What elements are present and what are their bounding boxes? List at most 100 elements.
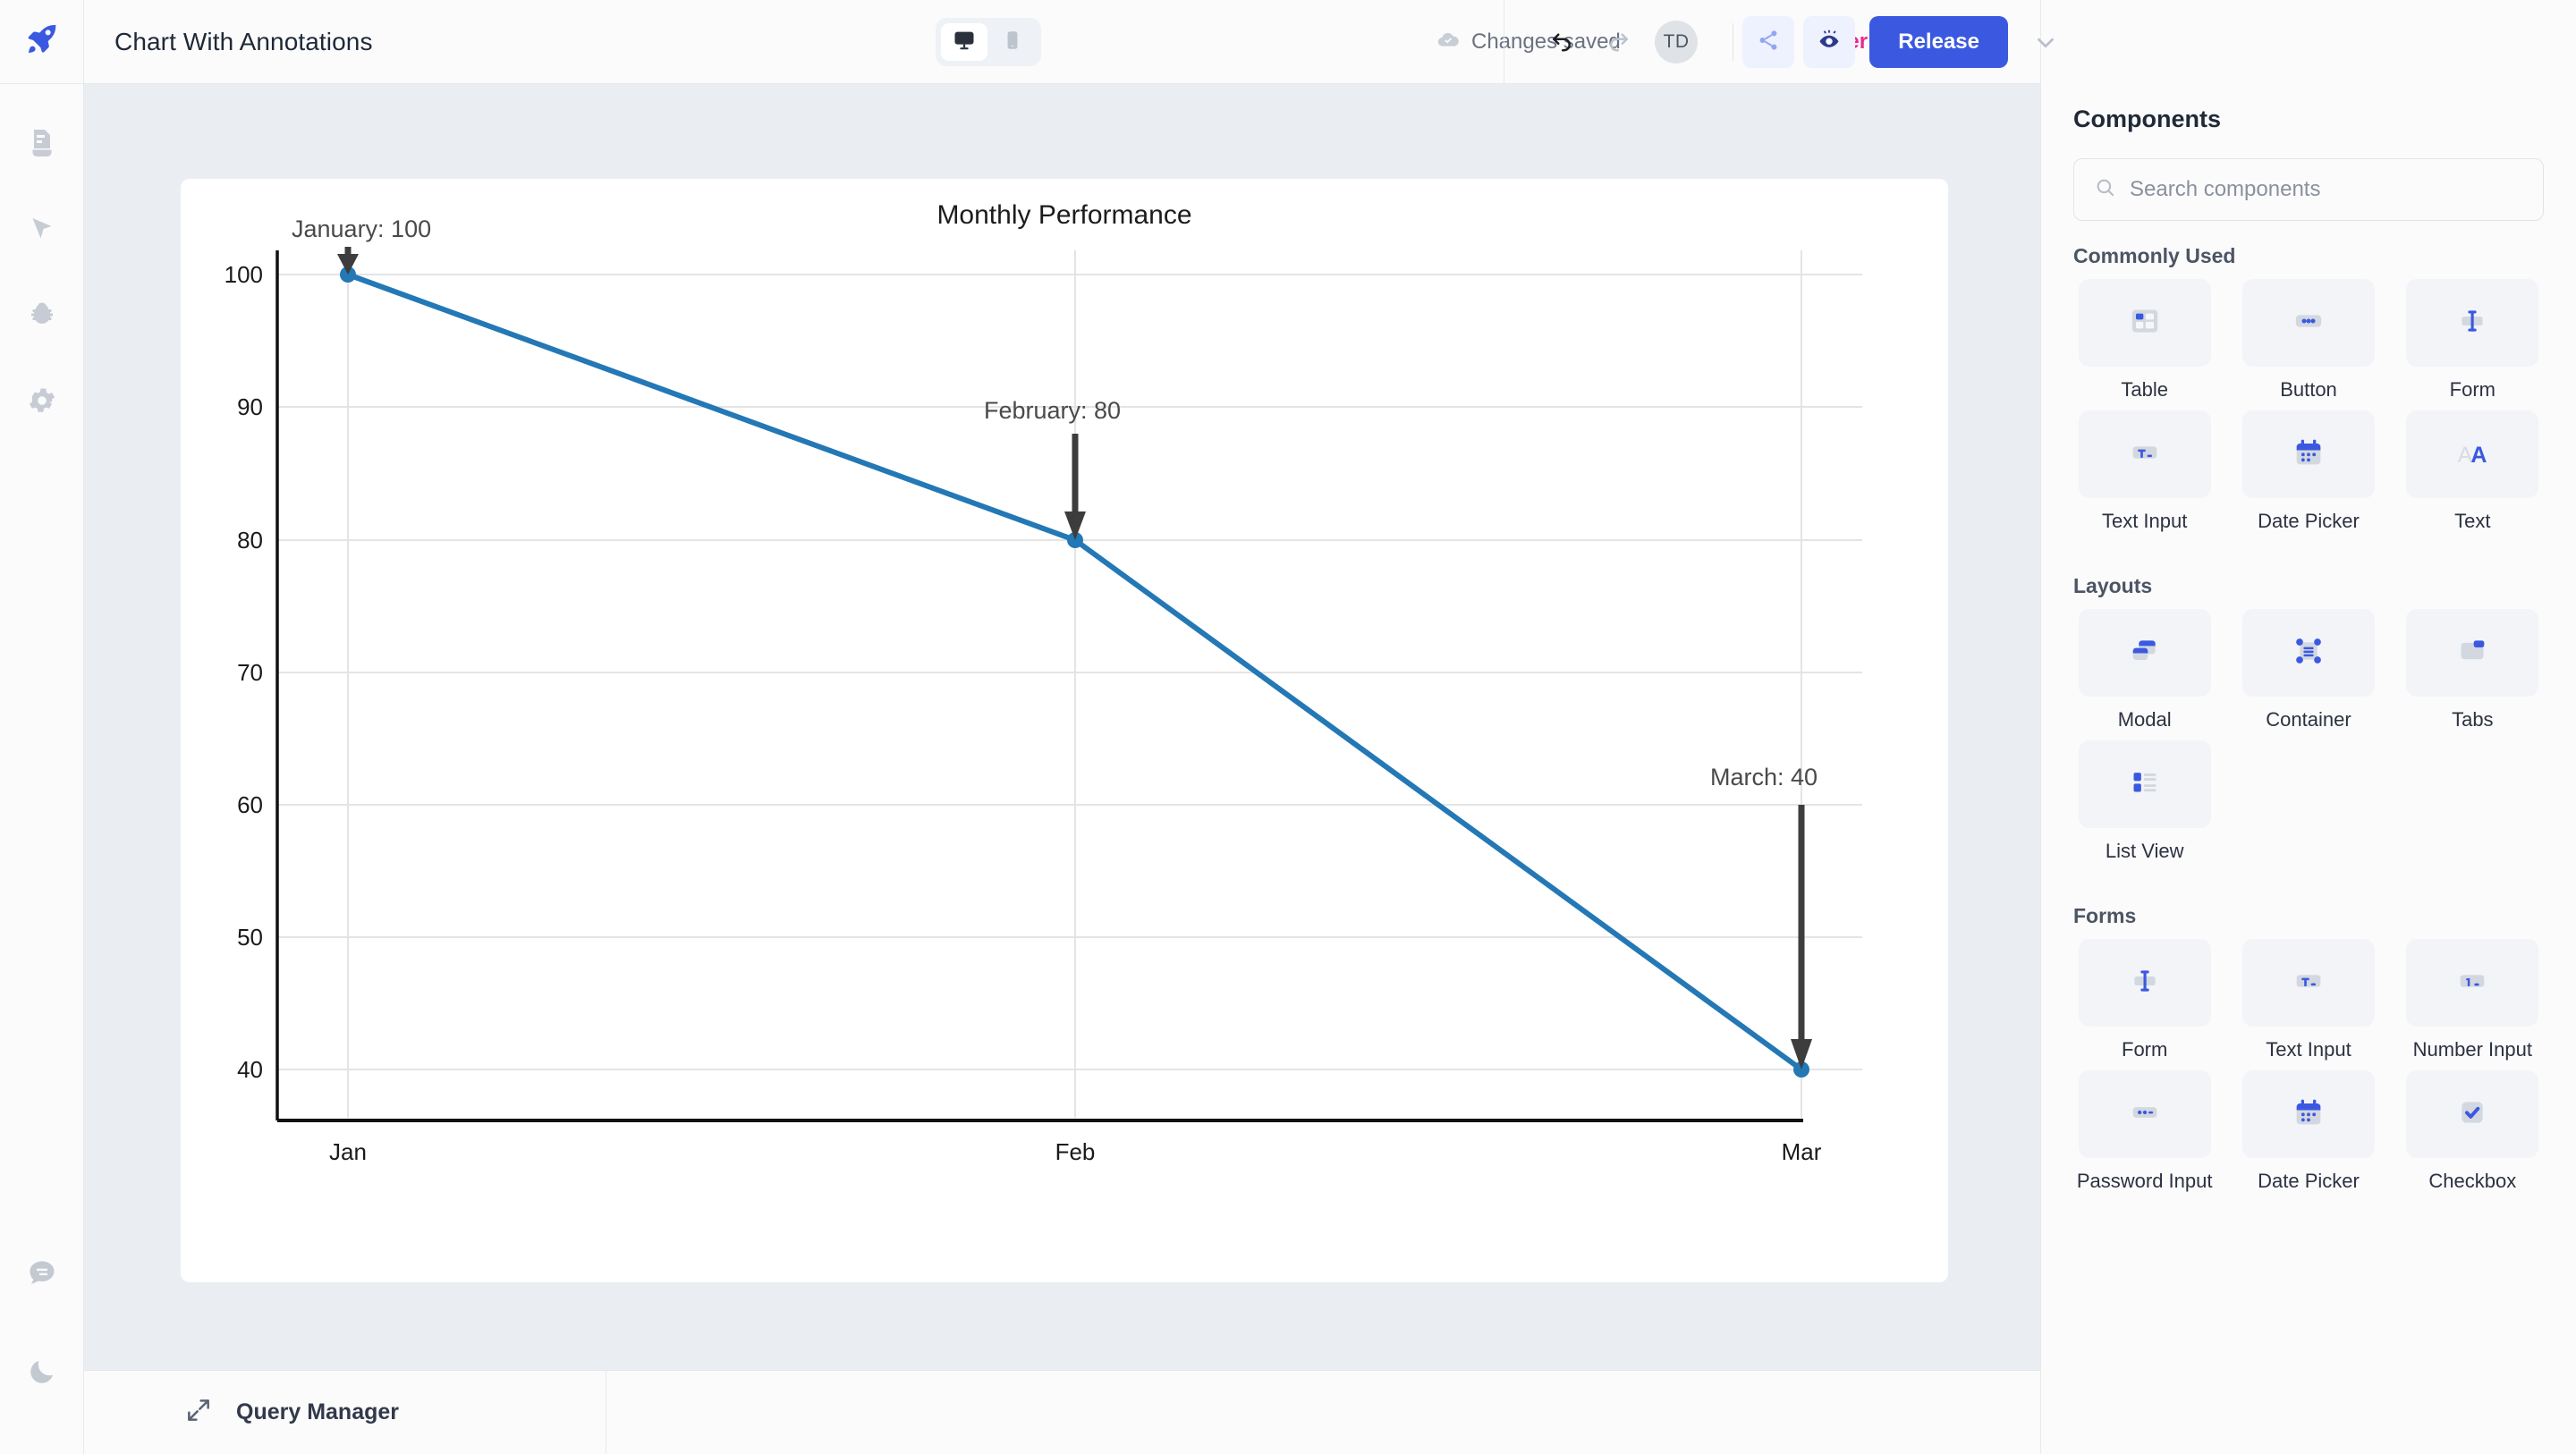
sidebar-item-comments[interactable] — [15, 1248, 69, 1302]
section-label-commonly-used: Commonly Used — [2073, 244, 2236, 267]
component-item-form-2[interactable]: Form — [2073, 939, 2216, 1061]
components-panel: Components Commonly Used Table — [2040, 0, 2576, 1454]
tabs-icon — [2454, 633, 2490, 673]
component-item-date-picker[interactable]: Date Picker — [2237, 410, 2379, 533]
chart-vertical-gridlines — [347, 250, 1802, 1118]
svg-text:60: 60 — [237, 791, 263, 818]
svg-text:100: 100 — [225, 261, 263, 288]
component-tile — [2078, 279, 2211, 367]
list-view-icon — [2127, 765, 2163, 805]
component-item-password-input[interactable]: Password Input — [2073, 1070, 2216, 1193]
text-input-icon — [2127, 435, 2163, 475]
query-manager-toggle[interactable]: Query Manager — [84, 1371, 606, 1454]
canvas-wrap: Monthly Performance — [84, 84, 2040, 1370]
section-label-forms: Forms — [2073, 904, 2137, 927]
component-label: Date Picker — [2258, 1170, 2360, 1192]
component-label: Table — [2121, 378, 2168, 401]
component-label: Text Input — [2101, 510, 2188, 532]
preview-button[interactable] — [1803, 16, 1856, 68]
svg-text:Jan: Jan — [329, 1138, 367, 1165]
component-tile — [2241, 410, 2375, 498]
app-canvas[interactable]: Monthly Performance — [84, 84, 2040, 1370]
component-item-table[interactable]: Table — [2073, 279, 2216, 402]
expand-diagonal-icon — [184, 1396, 213, 1429]
table-icon — [2127, 303, 2163, 343]
password-input-icon — [2127, 1095, 2163, 1135]
component-grid-layouts: Modal Container Tabs — [2073, 609, 2544, 863]
component-label: Date Picker — [2258, 510, 2360, 532]
number-input-icon — [2454, 963, 2490, 1003]
component-item-text-input[interactable]: Text Input — [2073, 410, 2216, 533]
redo-button[interactable] — [1594, 17, 1644, 67]
line-chart: 100 90 80 70 60 50 40 Jan Feb Mar — [225, 216, 1862, 1165]
page-title: Chart With Annotations — [114, 27, 373, 55]
gear-icon — [26, 385, 58, 421]
component-tile — [2241, 939, 2375, 1027]
release-button[interactable]: Release — [1869, 16, 2008, 68]
sidebar-bottom — [15, 1248, 69, 1454]
svg-text:Mar: Mar — [1782, 1138, 1822, 1165]
svg-text:80: 80 — [237, 527, 263, 554]
svg-text:March: 40: March: 40 — [1710, 764, 1818, 790]
undo-icon — [1548, 27, 1575, 58]
chevron-down-icon[interactable] — [2032, 30, 2059, 61]
component-item-modal[interactable]: Modal — [2073, 609, 2216, 731]
comment-icon — [26, 1257, 58, 1294]
share-icon — [1756, 28, 1781, 57]
chart-title: Monthly Performance — [936, 200, 1192, 230]
chart-widget[interactable]: Monthly Performance — [181, 179, 1948, 1282]
component-item-number-input[interactable]: Number Input — [2402, 939, 2544, 1061]
component-item-checkbox[interactable]: Checkbox — [2402, 1070, 2544, 1193]
chart-y-tick-labels: 100 90 80 70 60 50 40 — [225, 261, 263, 1083]
device-toggle-mobile[interactable] — [989, 23, 1036, 61]
sidebar-item-inspector[interactable] — [15, 204, 69, 258]
section-label-layouts: Layouts — [2073, 574, 2153, 597]
component-tile — [2406, 939, 2539, 1027]
component-tile — [2406, 609, 2539, 697]
component-label: Form — [2122, 1038, 2168, 1061]
component-item-form[interactable]: Form — [2402, 279, 2544, 402]
device-toggle-desktop[interactable] — [941, 23, 987, 61]
query-manager-bar: Query Manager — [84, 1370, 2040, 1454]
avatar[interactable]: TD — [1655, 21, 1698, 63]
component-tile — [2406, 1070, 2539, 1158]
svg-text:January: 100: January: 100 — [292, 216, 431, 242]
svg-text:70: 70 — [237, 659, 263, 686]
component-item-tabs[interactable]: Tabs — [2402, 609, 2544, 731]
search-input[interactable] — [2130, 177, 2523, 202]
app-logo[interactable] — [0, 0, 84, 84]
undo-button[interactable] — [1537, 17, 1587, 67]
component-label: Tabs — [2452, 708, 2494, 731]
sidebar-item-settings[interactable] — [15, 376, 69, 429]
component-item-container[interactable]: Container — [2237, 609, 2379, 731]
sidebar-item-debugger[interactable] — [15, 290, 69, 343]
chart-annotation-january: January: 100 — [292, 216, 431, 275]
chart-x-tick-labels: Jan Feb Mar — [329, 1138, 1822, 1165]
search-components-box[interactable] — [2073, 158, 2544, 221]
redo-icon — [1606, 27, 1632, 58]
top-bar: Chart With Annotations Changes sav — [84, 0, 2054, 84]
component-item-text-input-2[interactable]: Text Input — [2237, 939, 2379, 1061]
component-item-button[interactable]: Button — [2237, 279, 2379, 402]
main-column: Chart With Annotations Changes sav — [84, 0, 2054, 1454]
bug-icon — [26, 299, 58, 335]
svg-text:50: 50 — [237, 924, 263, 951]
share-button[interactable] — [1742, 16, 1795, 68]
sidebar-item-dark-mode[interactable] — [15, 1347, 69, 1400]
sidebar-item-pages[interactable] — [15, 118, 69, 172]
cursor-pointer-icon — [26, 213, 58, 249]
save-status: Changes saved — [1436, 0, 1621, 84]
component-label: Form — [2449, 378, 2496, 401]
component-label: Password Input — [2076, 1170, 2213, 1192]
component-label: Checkbox — [2428, 1170, 2517, 1192]
component-tile — [2078, 410, 2211, 498]
component-tile — [2241, 1070, 2375, 1158]
svg-text:Feb: Feb — [1055, 1138, 1096, 1165]
component-item-list-view[interactable]: List View — [2073, 740, 2216, 863]
component-item-date-picker-2[interactable]: Date Picker — [2237, 1070, 2379, 1193]
component-label: Text Input — [2266, 1038, 2351, 1061]
